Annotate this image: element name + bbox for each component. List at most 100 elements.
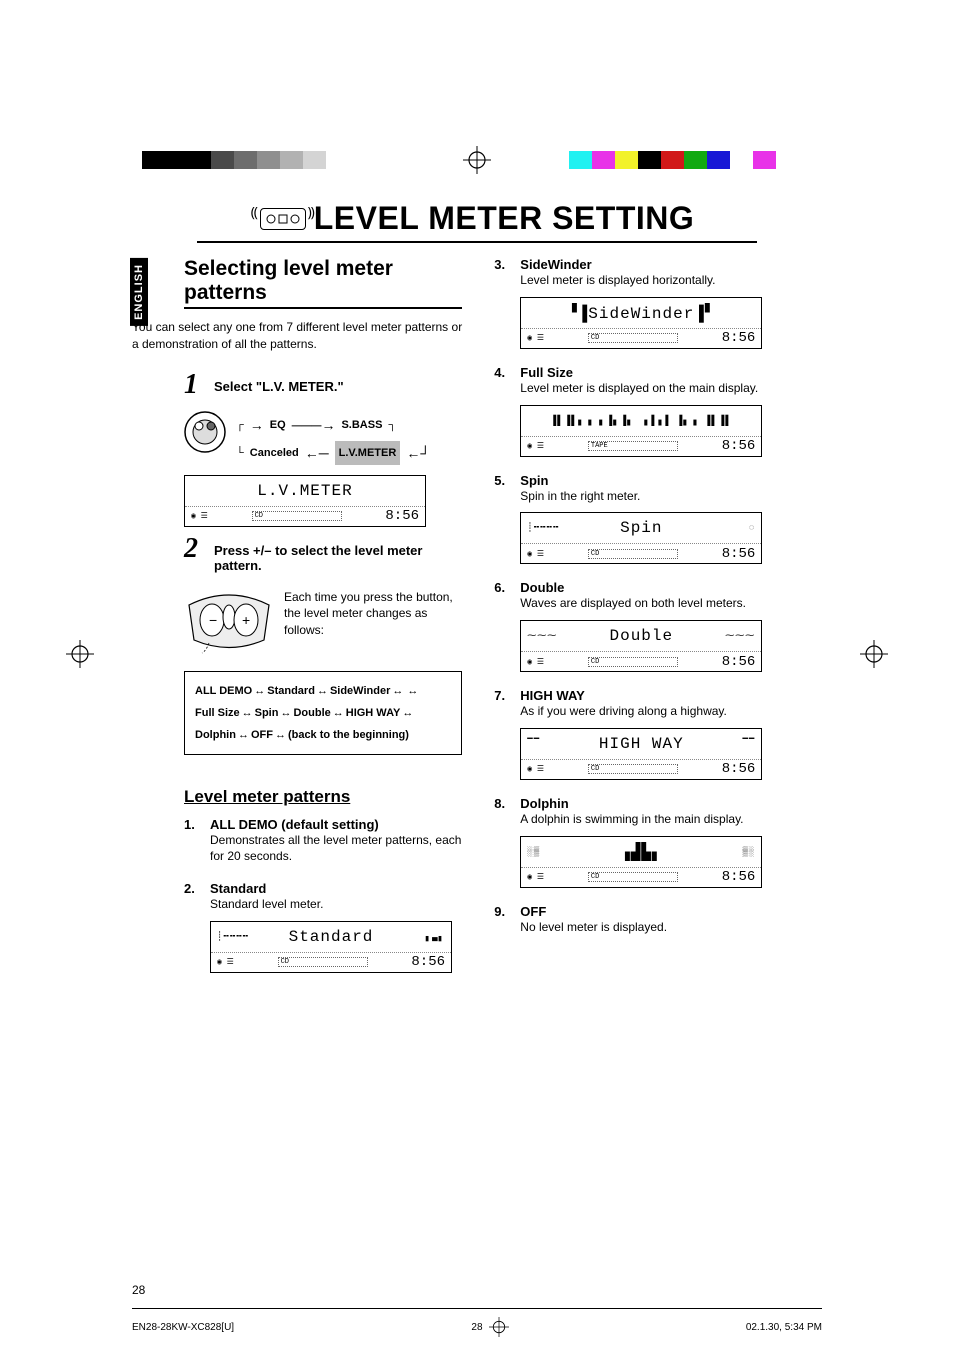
pattern-desc: Standard level meter. [210,896,462,913]
lcd-icons: ◉ ☰ [527,441,544,451]
lcd-icons: ◉ ☰ [527,549,544,559]
pattern-item: 7. HIGH WAYAs if you were driving along a… [494,688,822,780]
page-number: 28 [132,1283,145,1297]
pattern-item: 4.Full SizeLevel meter is displayed on t… [494,365,822,457]
title-row: ⸨ ⸩ LEVEL METER SETTING [132,200,822,237]
lcd-bottom: ◉ ☰ CD 8:56 [521,328,761,348]
pattern-title: ALL DEMO (default setting) [210,817,379,832]
registration-mark-footer-icon [489,1317,509,1337]
svg-text:+: + [242,612,250,628]
pattern-title: HIGH WAY [520,688,585,703]
page-title: LEVEL METER SETTING [314,200,695,237]
lcd-display: ░▒▗▟▙▖▒░◉ ☰CD8:56 [520,836,762,888]
pattern-number: 8. [494,796,512,811]
color-bar [142,151,165,169]
language-tab: ENGLISH [130,258,148,326]
patterns-subheading: Level meter patterns [184,787,462,807]
flow-line: Full Size↔Spin↔Double↔HIGH WAY↔ [195,702,451,724]
footer-page: 28 [471,1322,482,1333]
lcd-time: 8:56 [722,330,756,346]
color-bar [753,151,776,169]
lcd-top-text: ░▒▗▟▙▖▒░ [521,837,761,867]
lcd-source: CD [252,511,342,521]
step-1: 1 Select "L.V. METER." [184,371,462,399]
pattern-title: Spin [520,473,548,488]
lcd-time: 8:56 [722,546,756,562]
color-bar [211,151,234,169]
color-bar [615,151,638,169]
lcd-display: ┊╍╍╍╍Spin◌◉ ☰CD8:56 [520,512,762,564]
color-bar [188,151,211,169]
remote-plus-minus-icon: − + [184,585,274,655]
lcd-source: CD [588,872,678,882]
lcd-top-text: ▔▔HIGH WAY▔▔ [521,729,761,759]
pattern-desc: As if you were driving along a highway. [520,703,822,720]
pattern-title: Dolphin [520,796,568,811]
pattern-flow-box: ALL DEMO↔Standard↔SideWinder↔↔Full Size↔… [184,671,462,755]
pattern-desc: A dolphin is swimming in the main displa… [520,811,822,828]
pattern-item: 8. DolphinA dolphin is swimming in the ma… [494,796,822,888]
pattern-number: 6. [494,580,512,595]
registration-mark-right-icon [860,640,888,668]
lcd-time: 8:56 [722,761,756,777]
lcd-source: CD [588,764,678,774]
lcd-icons: ◉ ☰ [527,872,544,882]
pattern-desc: Level meter is displayed on the main dis… [520,380,822,397]
lcd-bottom: ◉ ☰CD8:56 [521,543,761,563]
svg-text:−: − [209,612,217,628]
lcd-bottom: ◉ ☰CD8:56 [521,651,761,671]
flow-line: ALL DEMO↔Standard↔SideWinder↔↔ [195,680,451,702]
pattern-desc: No level meter is displayed. [520,919,822,936]
flow-eq: EQ [270,414,286,436]
lcd-icons: ◉ ☰ [527,333,544,343]
lcd-top-text: ┊╍╍╍╍Spin◌ [521,513,761,543]
lcd-source: CD [588,333,678,343]
right-column: 3.SideWinderLevel meter is displayed hor… [494,257,822,989]
flow-canceled: Canceled [250,442,299,464]
color-bar [165,151,188,169]
color-bar [638,151,661,169]
color-bar [234,151,257,169]
pattern-number: 1. [184,817,202,832]
color-bar [730,151,753,169]
lcd-source: TAPE [588,441,678,451]
pattern-title: Full Size [520,365,573,380]
pattern-title: Double [520,580,564,595]
lcd-top-text: ▝▐SideWinder▐▘ [521,298,761,328]
section-heading: Selecting level meter patterns [184,257,462,309]
pattern-number: 5. [494,473,512,488]
lcd-display: ┊╍╍╍╍Standard▖▃▖◉ ☰CD8:56 [210,921,452,973]
lcd-bottom: ◉ ☰CD8:56 [211,952,451,972]
color-bar [303,151,326,169]
pattern-number: 7. [494,688,512,703]
color-bar [326,151,349,169]
level-meter-icon: ⸨ ⸩ [260,208,306,230]
lcd-time: 8:56 [385,508,419,524]
color-bar [661,151,684,169]
step-1-label: Select "L.V. METER." [214,379,462,394]
lcd-bottom: ◉ ☰TAPE8:56 [521,436,761,456]
pattern-title: OFF [520,904,546,919]
flow-lvmeter: L.V.METER [335,441,401,465]
lcd-source: CD [588,657,678,667]
lcd-source: CD [278,957,368,967]
lcd-icons: ◉ ☰ [527,764,544,774]
pattern-desc: Level meter is displayed horizontally. [520,272,822,289]
step-2-body: − + Each time you press the button, the … [184,585,462,655]
pattern-title: SideWinder [520,257,591,272]
lcd-text: L.V.METER [185,476,425,506]
pattern-title: Standard [210,881,266,896]
lcd-bottom: ◉ ☰ CD 8:56 [521,759,761,779]
left-column: Selecting level meter patterns You can s… [132,257,462,989]
color-bar [707,151,730,169]
registration-mark-icon [463,146,491,174]
remote-button-icon [184,411,226,453]
color-bar [592,151,615,169]
lcd-display: ▔▔HIGH WAY▔▔ ◉ ☰ CD 8:56 [520,728,762,780]
title-underline [197,241,757,243]
lcd-icons: ◉ ☰ [217,957,234,967]
pattern-number: 9. [494,904,512,919]
lcd-display: ▝▐SideWinder▐▘ ◉ ☰ CD 8:56 [520,297,762,349]
page-content: ENGLISH ⸨ ⸩ LEVEL METER SETTING Selectin… [132,200,822,1180]
eq-flow-diagram: ┌→ EQ ───→ S.BASS ┐ └ Canceled ←─ L.V.ME… [236,411,430,467]
